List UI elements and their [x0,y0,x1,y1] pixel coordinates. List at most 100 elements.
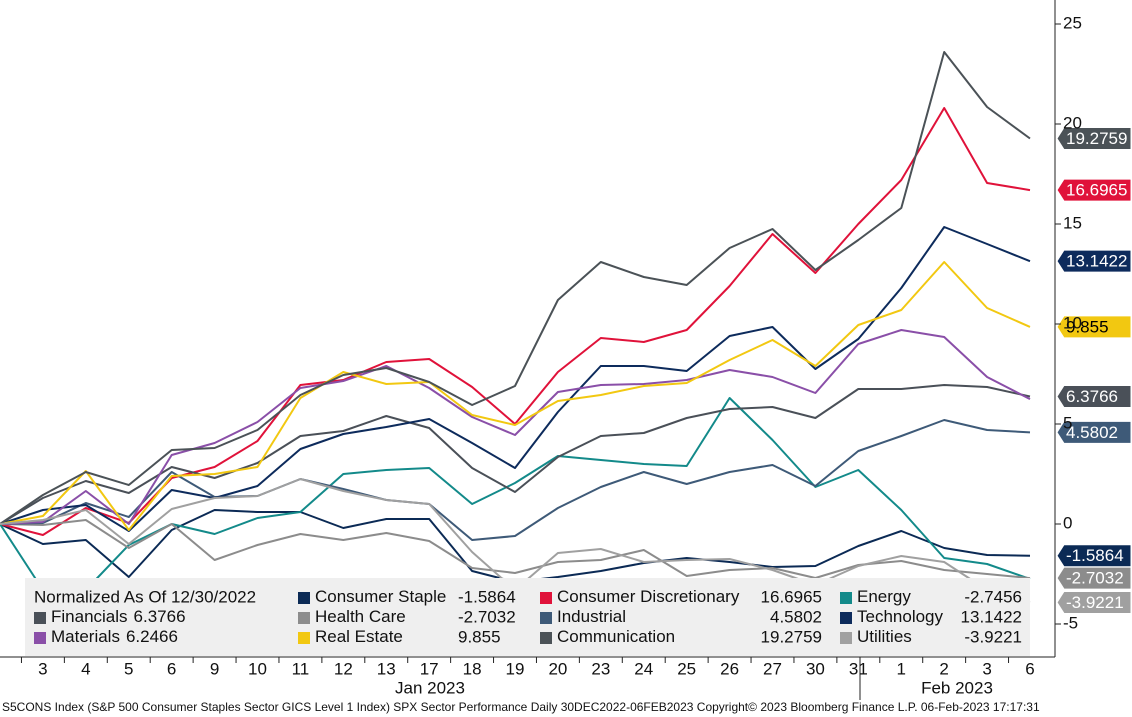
legend-label: Health Care [315,607,406,626]
value-tag-label: 19.2759 [1066,129,1127,148]
legend-label: Technology [857,607,944,626]
value-tag-label: 13.1422 [1066,252,1127,271]
value-tag-label: -1.5864 [1066,546,1124,565]
legend-name: Utilities [857,627,912,646]
x-tick-label: 19 [506,659,525,678]
x-tick-label: 23 [591,659,610,678]
series-line [0,419,1031,541]
x-tick-label: 10 [248,659,267,678]
legend-swatch [540,632,552,644]
value-tag-label: 4.5802 [1066,423,1118,442]
x-tick-label: 6 [167,659,176,678]
value-tag [1056,420,1132,444]
legend-swatch [840,632,852,644]
month-label: Feb 2023 [921,678,993,697]
x-tick-label: 13 [377,659,396,678]
x-tick-label: 4 [81,659,90,678]
legend-value: 4.5802 [770,607,822,626]
value-tag-label: -3.9221 [1066,593,1124,612]
legend-box [25,578,1030,656]
x-tick-label: 30 [806,659,825,678]
y-tick-label: -5 [1063,613,1078,632]
legend-label: Consumer Staple [315,587,446,606]
legend-name: Technology [857,607,944,626]
y-tick-label: 0 [1063,513,1072,532]
legend-label: Communication [557,627,675,646]
value-tag [1056,178,1132,202]
legend-swatch [298,612,310,624]
x-tick-label: 11 [292,659,310,678]
x-tick-label: 17 [420,659,439,678]
value-tag-label: 9.855 [1066,317,1109,336]
legend-value: 16.6965 [761,587,822,606]
series-line [0,509,1031,583]
legend-swatch [298,632,310,644]
y-tick-label: 5 [1063,413,1072,432]
legend-value: 6.2466 [126,627,178,646]
legend-value: 6.3766 [134,607,186,626]
legend-label: Utilities [857,627,912,646]
legend-name: Real Estate [315,627,403,646]
x-tick-label: 12 [334,659,353,678]
legend-value: -1.5864 [458,587,516,606]
value-tag-label: 16.6965 [1066,181,1127,200]
legend-swatch [840,592,852,604]
legend-swatch [298,592,310,604]
series-line [0,51,1031,525]
series-line [0,329,1031,525]
series-line [0,261,1031,531]
legend-name: Health Care [315,607,406,626]
legend-value: -2.7032 [458,607,516,626]
x-tick-label: 2 [939,659,948,678]
value-tag [1056,249,1132,273]
value-tags: 19.2759 16.6965 13.1422 9.855 6.3766 4.5802 -1… [1056,126,1132,614]
x-tick-label: 9 [210,659,219,678]
legend-name: Communication [557,627,675,646]
y-tick-label: 20 [1063,113,1082,132]
x-tick-label: 3 [38,659,47,678]
legend-name: Materials [51,627,120,646]
legend-swatch [840,612,852,624]
plot [0,51,1031,604]
legend-label: Real Estate [315,627,403,646]
series-line [0,226,1031,532]
x-tick-label: 31 [849,659,868,678]
legend-value: 13.1422 [961,607,1022,626]
x-tick-label: 26 [720,659,739,678]
legend-title: Normalized As Of 12/30/2022 [34,587,256,606]
value-tag [1056,590,1132,614]
value-tag [1056,384,1132,408]
value-tag [1056,315,1132,339]
legend-label: Industrial [557,607,626,626]
x-tick-label: 5 [124,659,133,678]
legend-label: Financials 6.3766 [51,607,186,626]
legend-swatch [540,592,552,604]
value-tag-label: 6.3766 [1066,387,1118,406]
value-tag [1056,566,1132,590]
legend: Normalized As Of 12/30/2022 Consumer Stap… [25,578,1030,656]
legend-name: Consumer Staple [315,587,446,606]
month-label: Jan 2023 [395,678,465,697]
legend-value: 9.855 [458,627,501,646]
value-tag-label: -2.7032 [1066,569,1124,588]
legend-label: Energy [857,587,911,606]
legend-label: Materials 6.2466 [51,627,178,646]
x-tick-label: 27 [763,659,782,678]
legend-value: 19.2759 [761,627,822,646]
legend-value: -2.7456 [964,587,1022,606]
legend-name: Industrial [557,607,626,626]
legend-name: Energy [857,587,911,606]
legend-name: Financials [51,607,128,626]
x-tick-label: 20 [548,659,567,678]
legend-name: Consumer Discretionary [557,587,740,606]
series-line [0,384,1031,525]
y-tick-label: 25 [1063,13,1082,32]
x-tick-label: 18 [463,659,482,678]
footer: S5CONS Index (S&P 500 Consumer Staples S… [2,700,1040,714]
x-tick-label: 25 [677,659,696,678]
x-tick-label: 3 [982,659,991,678]
legend-swatch [34,632,46,644]
value-tag [1056,126,1132,150]
